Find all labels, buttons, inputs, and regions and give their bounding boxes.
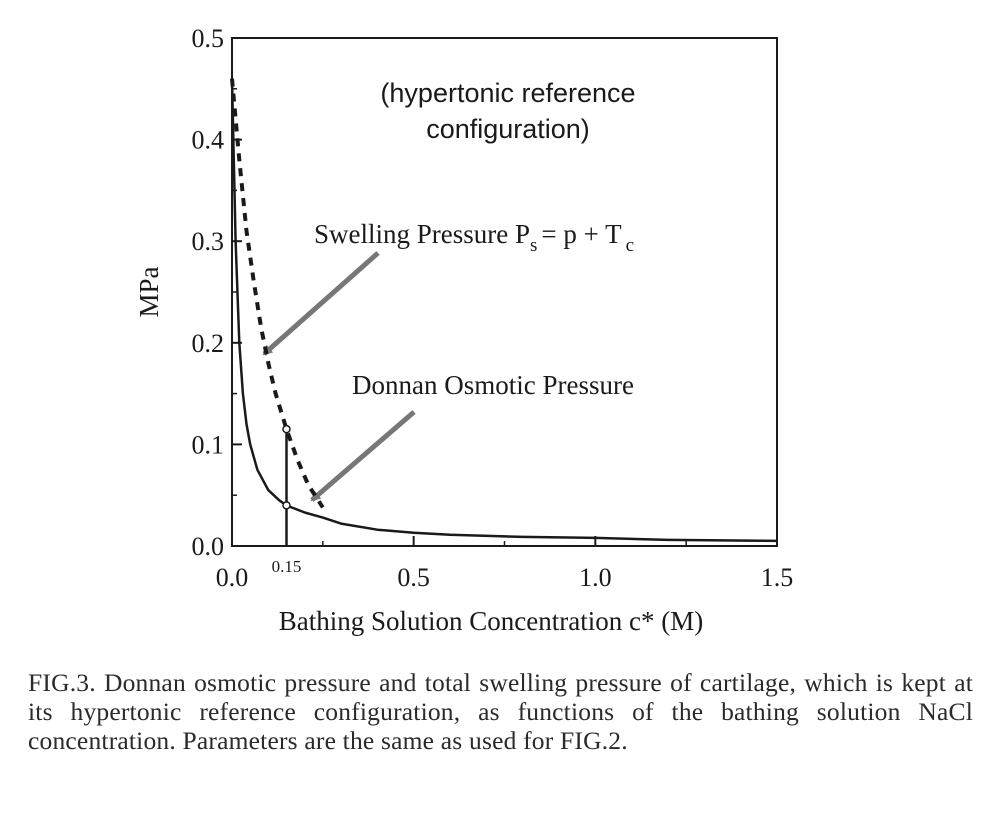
donnan-pressure-label: Donnan Osmotic Pressure xyxy=(352,370,634,400)
y-tick-label: 0.5 xyxy=(192,24,225,53)
y-tick-label: 0.2 xyxy=(192,329,225,358)
y-tick-label: 0.4 xyxy=(192,126,225,155)
donnan-arrow xyxy=(310,410,416,502)
axis-ticks: 0.0 0.1 0.2 0.3 0.4 0.5 0.0 0.5 1.0 1.5 0.15 xyxy=(192,24,794,592)
swelling-label-equation: = p + T xyxy=(541,219,622,249)
x-axis-label: Bathing Solution Concentration c* (M) xyxy=(279,606,703,636)
figure-caption: FIG.3. Donnan osmotic pressure and total… xyxy=(28,668,973,755)
swelling-label-main: Swelling Pressure P xyxy=(314,219,530,249)
y-axis-label: MPa xyxy=(134,266,164,317)
x-tick-label: 1.0 xyxy=(579,563,612,592)
reference-note-line2: configuration) xyxy=(426,114,590,144)
x-extra-tick-label: 0.15 xyxy=(272,557,302,576)
y-tick-label: 0.1 xyxy=(192,430,225,459)
x-tick-label: 0.5 xyxy=(397,563,430,592)
x-tick-label: 0.0 xyxy=(216,563,249,592)
reference-note-line1: (hypertonic reference xyxy=(380,78,635,108)
swelling-pressure-curve xyxy=(230,78,325,509)
y-tick-label: 0.0 xyxy=(192,532,225,561)
marker-point-top xyxy=(282,424,291,434)
x-tick-label: 1.5 xyxy=(761,563,794,592)
marker-point-bottom xyxy=(282,501,291,510)
swelling-label-sub-s: s xyxy=(530,235,537,256)
swelling-arrow xyxy=(262,251,380,356)
swelling-label-sub-c: c xyxy=(626,235,634,256)
donnan-pressure-curve xyxy=(230,78,778,543)
series-layer xyxy=(230,78,778,546)
y-tick-label: 0.3 xyxy=(192,227,225,256)
